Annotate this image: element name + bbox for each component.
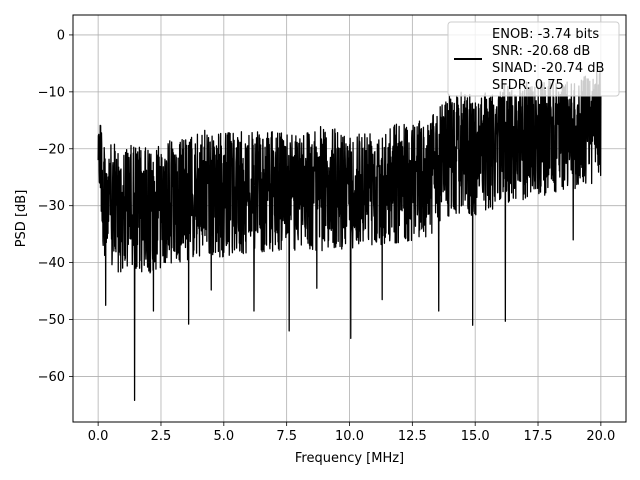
axis-ticks: 0.0 2.5 5.0 7.5 10.0 12.5 15.0 17.5 20.0 0 −10 −20 −… (38, 28, 616, 444)
legend-box (447, 21, 620, 97)
legend-entry-enob: ENOB: -3.74 bits (492, 27, 599, 42)
x-tick-label: 2.5 (151, 429, 172, 444)
y-tick-label: 0 (57, 28, 65, 43)
x-tick-label: 12.5 (398, 429, 427, 444)
x-axis-label: Frequency [MHz] (295, 451, 404, 466)
y-tick-label: −40 (38, 256, 65, 271)
x-tick-label: 7.5 (276, 429, 297, 444)
x-tick-label: 10.0 (335, 429, 364, 444)
y-tick-label: −30 (38, 199, 65, 214)
x-tick-label: 17.5 (524, 429, 553, 444)
legend: ENOB: -3.74 bits SNR: -20.68 dB SINAD: -… (447, 21, 620, 97)
legend-entry-sinad: SINAD: -20.74 dB (492, 61, 604, 76)
y-tick-label: −20 (38, 142, 65, 157)
legend-entry-snr: SNR: -20.68 dB (492, 44, 590, 59)
psd-trace (97, 68, 602, 402)
y-tick-label: −60 (38, 370, 65, 385)
x-tick-label: 5.0 (213, 429, 234, 444)
legend-entry-sfdr: SFDR: 0.75 (492, 78, 564, 93)
x-tick-label: 20.0 (586, 429, 615, 444)
x-tick-label: 0.0 (88, 429, 109, 444)
y-tick-label: −10 (38, 85, 65, 100)
x-tick-label: 15.0 (461, 429, 490, 444)
y-tick-label: −50 (38, 313, 65, 328)
y-axis-label: PSD [dB] (14, 190, 29, 248)
psd-series (97, 68, 602, 402)
